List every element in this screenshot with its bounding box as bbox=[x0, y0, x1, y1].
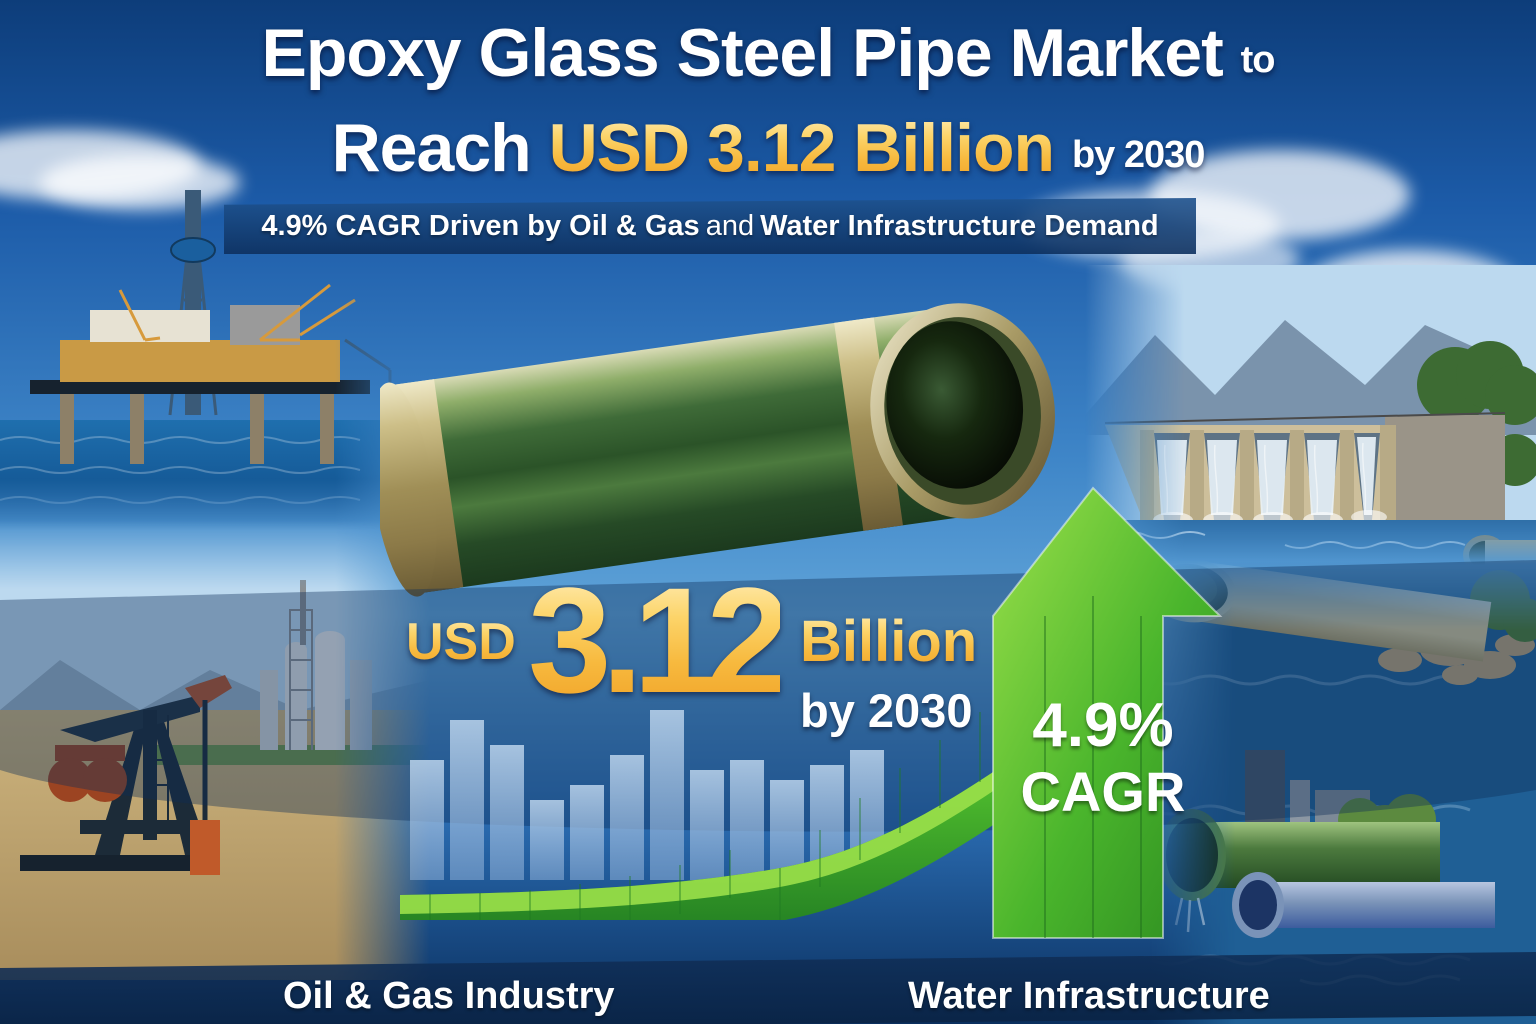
svg-text:CAGR: CAGR bbox=[1021, 760, 1186, 823]
svg-text:4.9%: 4.9% bbox=[1032, 691, 1173, 760]
